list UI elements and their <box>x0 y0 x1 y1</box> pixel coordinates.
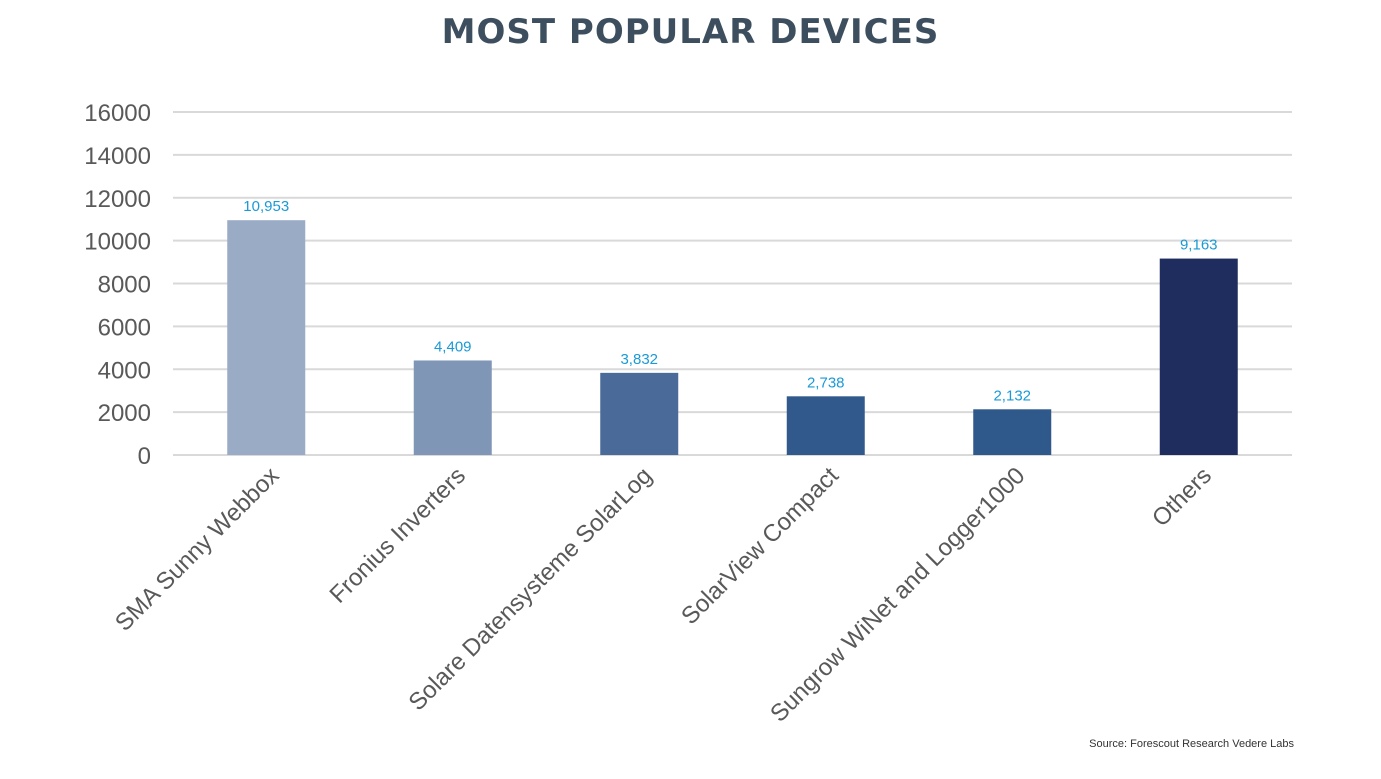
y-tick-label: 14000 <box>84 143 151 170</box>
y-tick-label: 12000 <box>84 186 151 213</box>
y-tick-label: 16000 <box>84 100 151 127</box>
x-category-label: Fronius Inverters <box>325 462 471 608</box>
bar-value-label: 4,409 <box>434 338 472 355</box>
bar <box>973 409 1052 455</box>
bar <box>227 220 306 455</box>
y-axis-ticks: 0 2000 4000 6000 8000 10000 12000 14000 16000 <box>84 100 151 470</box>
x-axis-labels: SMA Sunny Webbox Fronius InvertersSolare … <box>110 462 1217 728</box>
y-tick-label: 4000 <box>98 357 151 384</box>
bars <box>227 220 1238 455</box>
bar <box>600 372 679 455</box>
bar-value-label: 2,738 <box>807 374 845 391</box>
bar <box>1159 258 1238 455</box>
chart-title: MOST POPULAR DEVICES <box>441 12 940 52</box>
x-category-label: SMA Sunny Webbox <box>110 462 284 636</box>
x-category-label: Others <box>1147 462 1217 532</box>
bar-value-label: 10,953 <box>243 198 289 215</box>
gridlines <box>173 111 1292 456</box>
bar-value-label: 9,163 <box>1180 237 1218 254</box>
y-tick-label: 8000 <box>98 272 151 299</box>
y-tick-label: 6000 <box>98 314 151 341</box>
y-tick-label: 10000 <box>84 229 151 256</box>
x-category-label: SolarView Compact <box>676 462 844 630</box>
source-note: Source: Forescout Research Vedere Labs <box>1089 738 1294 750</box>
bar <box>413 360 492 455</box>
y-tick-label: 0 <box>138 443 151 470</box>
y-tick-label: 2000 <box>98 400 151 427</box>
bar <box>786 396 865 455</box>
bar-value-label: 3,832 <box>620 351 658 368</box>
value-labels: 10,953 4,409 3,832 2,738 2,132 9,163 <box>243 198 1217 404</box>
bar-value-label: 2,132 <box>993 387 1031 404</box>
